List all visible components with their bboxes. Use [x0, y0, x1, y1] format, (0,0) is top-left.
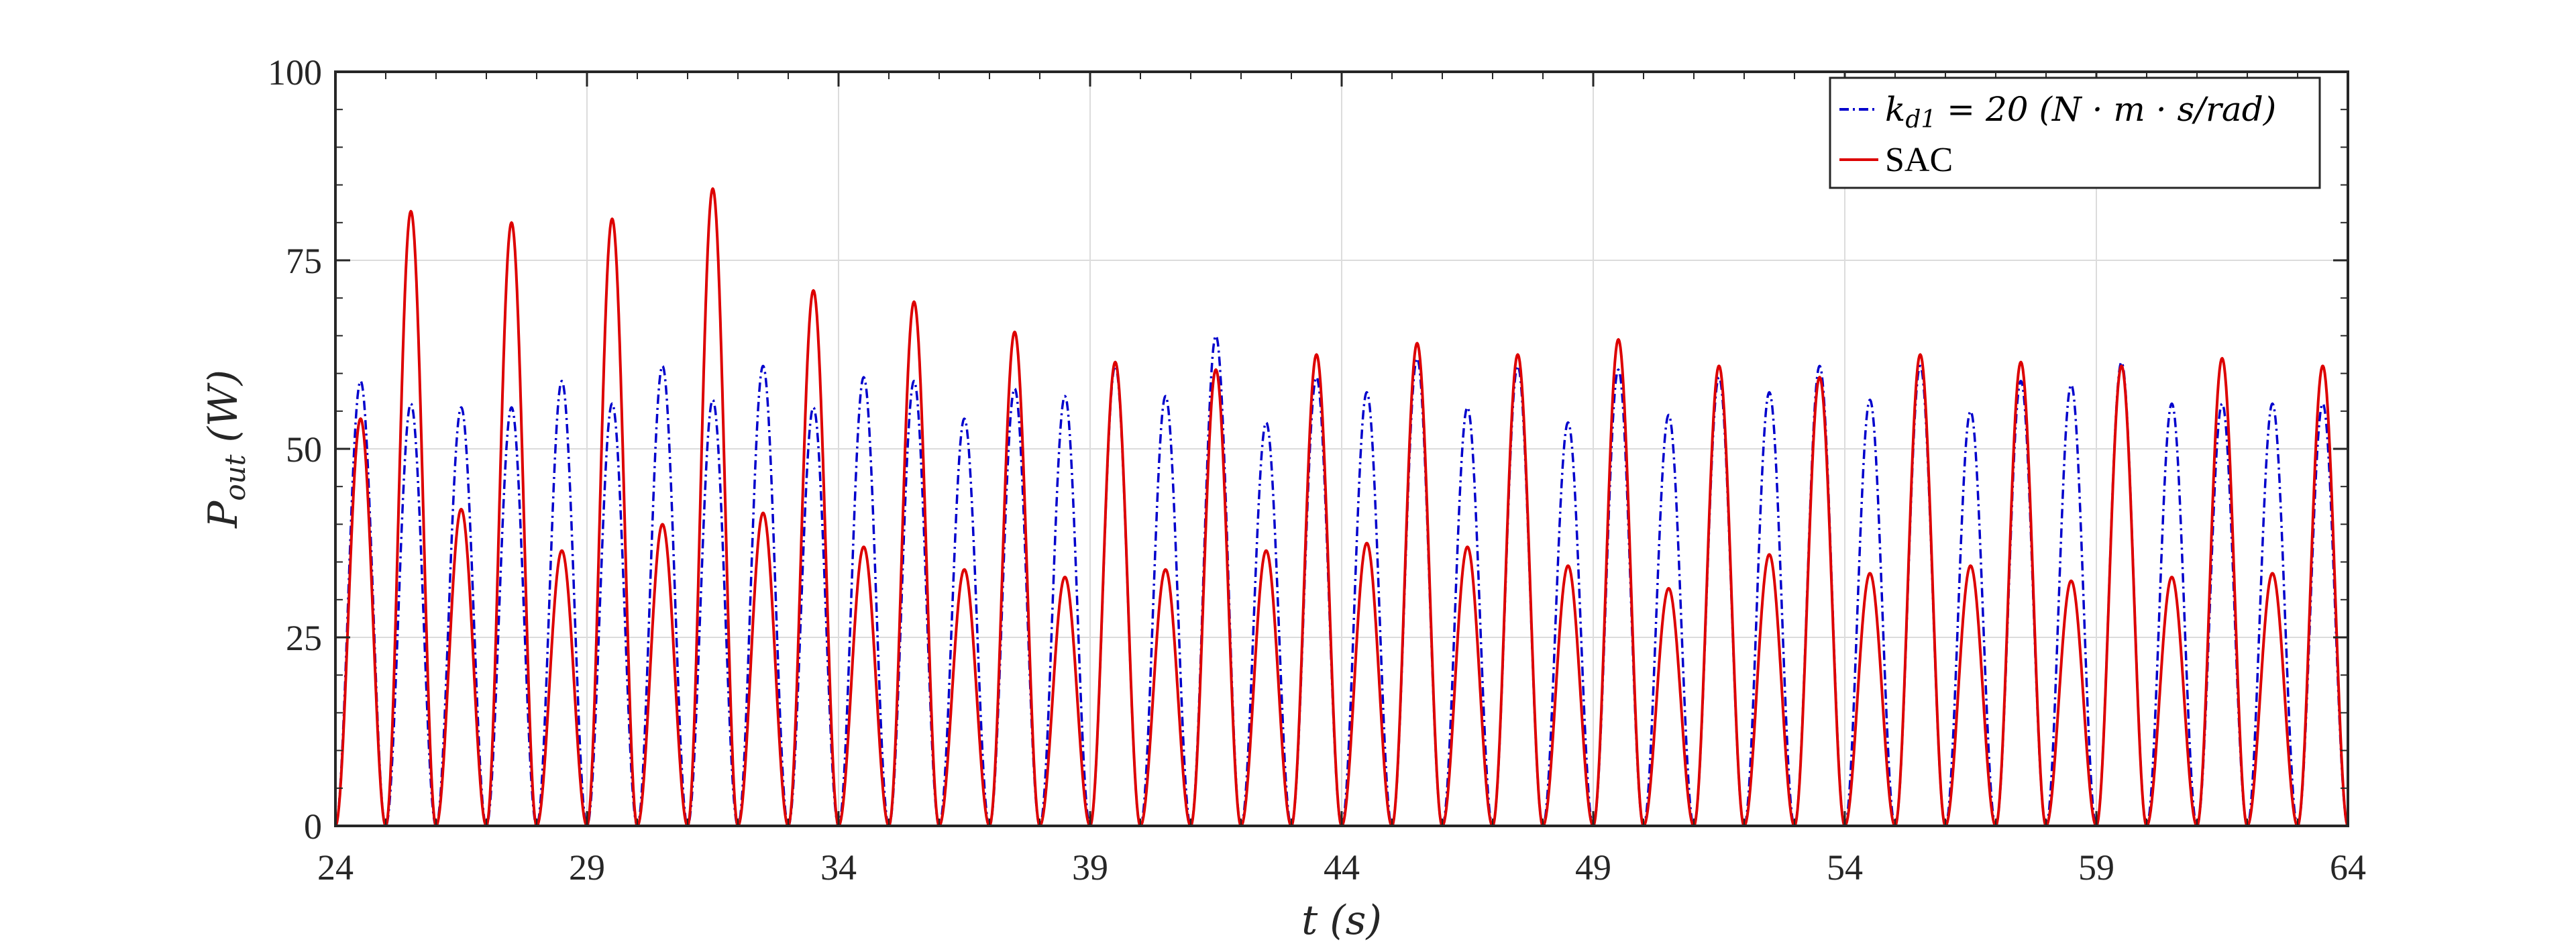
legend-label-kd1: kd1 = 20 (N · m · s/rad)	[1885, 90, 2276, 134]
legend-label-sac: SAC	[1885, 141, 1953, 179]
y-tick-label: 50	[286, 429, 322, 470]
ticks	[334, 70, 2349, 827]
y-axis-sub: out	[219, 454, 252, 501]
x-tick-label: 54	[1827, 847, 1863, 888]
legend-kd1-rest: = 20 (N · m · s/rad)	[1936, 90, 2276, 129]
x-tick-label: 29	[569, 847, 605, 888]
legend-kd1-subscript: d1	[1905, 106, 1936, 134]
x-axis-label: t (s)	[1301, 897, 1382, 944]
y-tick-label: 25	[286, 618, 322, 658]
y-tick-label: 75	[286, 241, 322, 281]
x-tick-label: 24	[317, 847, 354, 888]
legend: kd1 = 20 (N · m · s/rad) SAC	[1829, 76, 2321, 189]
x-axis-var: t	[1301, 897, 1318, 944]
legend-box	[1829, 76, 2321, 189]
y-axis-var: P	[200, 500, 247, 529]
x-axis-unit: (s)	[1330, 897, 1382, 944]
y-axis-label: Pout (W)	[200, 370, 252, 529]
x-tick-label: 44	[1324, 847, 1360, 888]
x-tick-label: 59	[2078, 847, 2114, 888]
x-tick-label: 64	[2330, 847, 2366, 888]
y-tick-label: 100	[268, 52, 322, 93]
x-tick-label: 34	[820, 847, 857, 888]
legend-kd1-symbol: k	[1885, 90, 1905, 129]
y-tick-label: 0	[304, 806, 322, 847]
x-tick-label: 49	[1575, 847, 1611, 888]
x-tick-label: 39	[1072, 847, 1108, 888]
tick-labels: 24 29 34 39 44 49 54 59 64 0 25 50 75 100	[268, 52, 2366, 888]
y-axis-unit: (W)	[200, 370, 247, 443]
